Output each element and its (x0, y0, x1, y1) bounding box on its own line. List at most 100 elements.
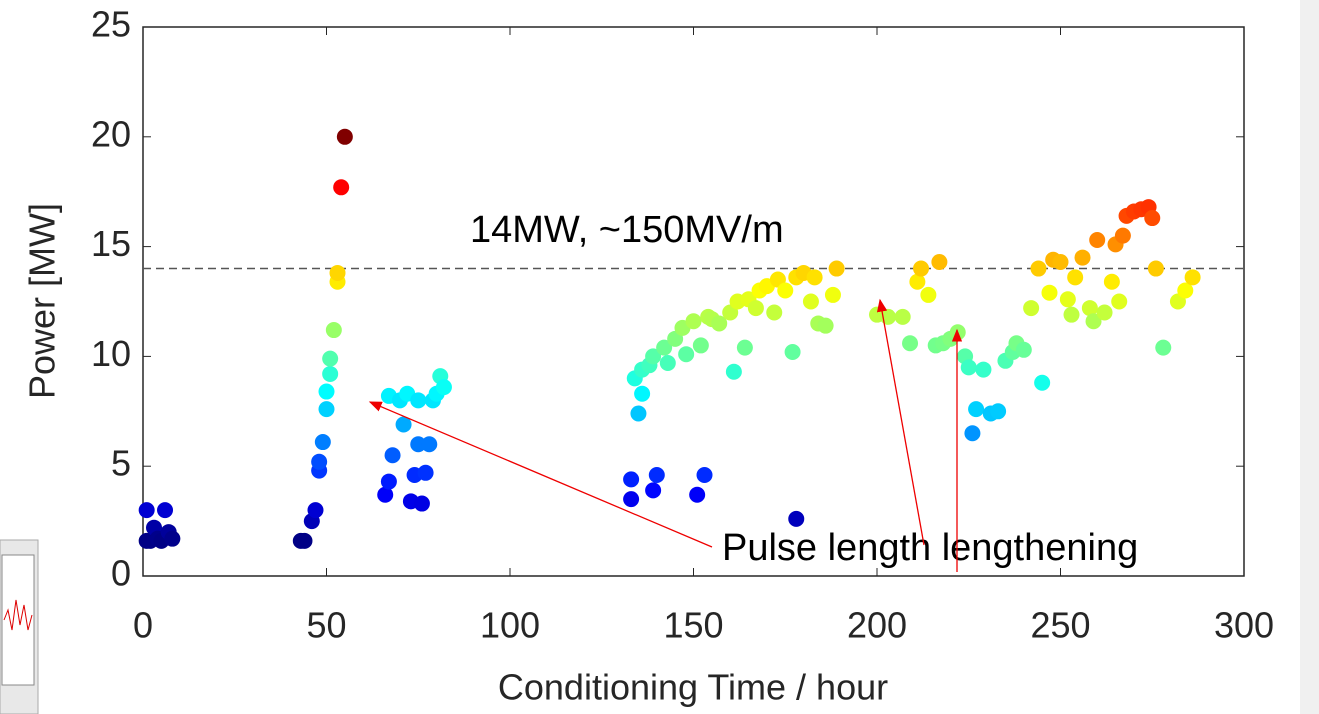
point (1081, 300, 1098, 317)
point (784, 344, 801, 361)
point (1067, 269, 1084, 286)
point (1034, 374, 1051, 391)
y-tick-label: 20 (91, 113, 131, 154)
x-tick-label: 50 (306, 605, 346, 646)
point (164, 530, 181, 547)
point (692, 337, 709, 354)
point (325, 322, 342, 339)
point (623, 491, 640, 508)
point (1114, 227, 1131, 244)
point (1147, 260, 1164, 277)
point (1184, 269, 1201, 286)
point (817, 317, 834, 334)
side-strip (1300, 0, 1319, 714)
point (736, 339, 753, 356)
point (380, 473, 397, 490)
arrows (368, 298, 963, 572)
thumbnail-window (0, 539, 39, 714)
point (384, 447, 401, 464)
point (395, 416, 412, 433)
point (747, 300, 764, 317)
point (1085, 313, 1102, 330)
point (902, 335, 919, 352)
point (1063, 306, 1080, 323)
point (711, 315, 728, 332)
point (1177, 282, 1194, 299)
point (645, 348, 662, 365)
point (377, 486, 394, 503)
point (1041, 284, 1058, 301)
point (410, 392, 427, 409)
point (1103, 273, 1120, 290)
point (766, 304, 783, 321)
point (1089, 232, 1106, 249)
point (1155, 339, 1172, 356)
point (322, 350, 339, 367)
point (311, 453, 328, 470)
x-tick-label: 100 (480, 605, 540, 646)
point (678, 346, 695, 363)
x-tick-label: 150 (663, 605, 723, 646)
point (968, 401, 985, 418)
point (417, 464, 434, 481)
point (990, 403, 1007, 420)
point (421, 436, 438, 453)
point (333, 179, 350, 196)
point (630, 405, 647, 422)
point (1030, 260, 1047, 277)
point (296, 532, 313, 549)
annotation: Pulse length lengthening (722, 527, 1138, 569)
x-tick-label: 200 (847, 605, 907, 646)
x-tick-label: 0 (133, 605, 153, 646)
point (1015, 341, 1032, 358)
point (824, 286, 841, 303)
point (645, 482, 662, 499)
point (1059, 291, 1076, 308)
point (802, 293, 819, 310)
point (318, 401, 335, 418)
y-tick-label: 15 (91, 223, 131, 264)
point (623, 471, 640, 488)
point (314, 434, 331, 451)
point (960, 359, 977, 376)
y-tick-label: 25 (91, 4, 131, 45)
point (725, 363, 742, 380)
point (920, 286, 937, 303)
point (828, 260, 845, 277)
point (894, 308, 911, 325)
x-axis-label: Conditioning Time / hour (498, 667, 888, 708)
x-tick-label: 300 (1214, 605, 1274, 646)
point (1144, 210, 1161, 227)
point (435, 379, 452, 396)
y-axis-label: Power [MW] (22, 203, 63, 399)
point (634, 385, 651, 402)
point (1023, 300, 1040, 317)
annotation: 14MW, ~150MV/m (470, 209, 784, 251)
point (659, 354, 676, 371)
point (685, 313, 702, 330)
point (648, 466, 665, 483)
point (1111, 293, 1128, 310)
point (913, 260, 930, 277)
point (909, 273, 926, 290)
point (1052, 253, 1069, 270)
point (1096, 304, 1113, 321)
point (413, 495, 430, 512)
point (777, 282, 794, 299)
y-tick-label: 10 (91, 333, 131, 374)
point (788, 510, 805, 527)
point (157, 502, 174, 519)
y-tick-label: 5 (111, 443, 131, 484)
point (949, 324, 966, 341)
point (806, 269, 823, 286)
point (410, 436, 427, 453)
point (964, 425, 981, 442)
point (329, 264, 346, 281)
point (307, 502, 324, 519)
point (1074, 249, 1091, 266)
point (322, 365, 339, 382)
y-tick-label: 0 (111, 553, 131, 594)
point (656, 339, 673, 356)
point (336, 128, 353, 145)
